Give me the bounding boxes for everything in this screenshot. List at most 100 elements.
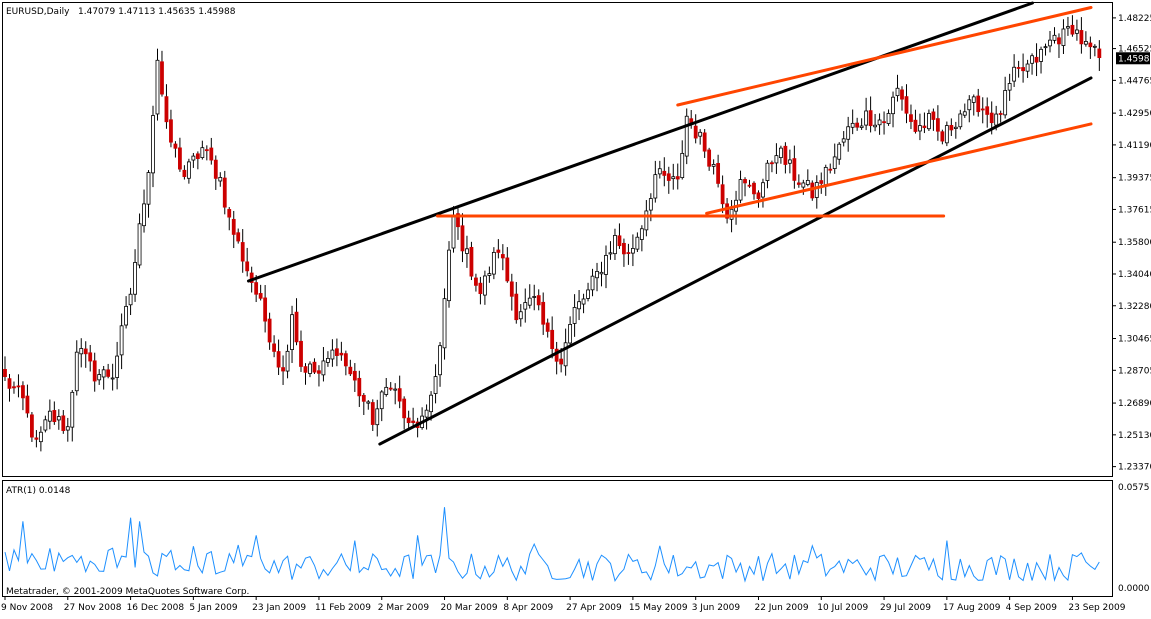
candle bbox=[83, 341, 88, 368]
candle bbox=[909, 104, 913, 130]
time-tick-label: 4 Sep 2009 bbox=[1006, 603, 1058, 613]
candle-body bbox=[88, 352, 93, 362]
candle bbox=[725, 198, 729, 224]
trendline-4[interactable] bbox=[676, 6, 1093, 107]
time-axis: 9 Nov 2008 27 Nov 2008 16 Dec 2008 5 Jan 20… bbox=[1, 596, 1126, 613]
candle-body bbox=[281, 367, 285, 372]
candle-body bbox=[61, 415, 66, 431]
candle-body bbox=[527, 297, 532, 306]
candle-body bbox=[303, 366, 308, 373]
candle bbox=[953, 121, 958, 139]
candle bbox=[545, 318, 550, 338]
candle bbox=[487, 266, 492, 283]
candle-body bbox=[343, 353, 348, 367]
candle-body bbox=[1052, 34, 1057, 41]
candle bbox=[12, 381, 16, 394]
time-tick-label: 2 Mar 2009 bbox=[378, 603, 430, 613]
candle bbox=[532, 284, 537, 311]
candle bbox=[756, 190, 761, 208]
candle bbox=[622, 238, 626, 267]
candle-body bbox=[195, 153, 200, 159]
candle bbox=[115, 341, 120, 390]
trendline-2[interactable] bbox=[378, 76, 1093, 446]
time-tick-label: 22 Jun 2009 bbox=[754, 603, 808, 613]
candle-body bbox=[716, 163, 721, 184]
candle bbox=[124, 296, 128, 329]
candle bbox=[16, 374, 21, 398]
candle-body bbox=[1057, 37, 1061, 45]
candle bbox=[1070, 15, 1075, 37]
candle-body bbox=[218, 177, 223, 182]
candle-body bbox=[65, 426, 70, 431]
candle-body bbox=[465, 248, 469, 254]
candle-body bbox=[509, 281, 514, 297]
time-tick-label: 15 May 2009 bbox=[629, 603, 688, 613]
candle bbox=[859, 118, 864, 130]
candle-body bbox=[308, 363, 312, 374]
candle bbox=[7, 374, 12, 402]
candle-body bbox=[290, 314, 294, 350]
candle bbox=[868, 96, 873, 133]
candle bbox=[222, 170, 227, 215]
candle bbox=[882, 111, 886, 135]
candle-body bbox=[770, 162, 774, 165]
candle-body bbox=[312, 361, 317, 373]
candle bbox=[913, 109, 918, 134]
candle bbox=[496, 239, 501, 259]
candle-body bbox=[626, 252, 631, 254]
candle bbox=[832, 143, 837, 174]
candle-body bbox=[868, 110, 873, 127]
candle-body bbox=[263, 297, 268, 322]
candle-body bbox=[12, 386, 16, 389]
candle bbox=[514, 282, 519, 324]
candle bbox=[281, 355, 285, 385]
candle bbox=[474, 273, 478, 292]
candle-body bbox=[909, 114, 913, 122]
candle-body bbox=[451, 215, 456, 249]
candle-body bbox=[478, 282, 483, 295]
trendlines[interactable] bbox=[246, 1, 1093, 446]
candle-body bbox=[299, 340, 303, 367]
time-tick-label: 23 Sep 2009 bbox=[1068, 603, 1125, 613]
candle bbox=[886, 109, 891, 126]
candle-body bbox=[1088, 42, 1093, 48]
candle bbox=[509, 273, 514, 311]
candle-body bbox=[231, 218, 236, 235]
candle bbox=[182, 165, 187, 180]
candle-body bbox=[191, 155, 196, 161]
candle bbox=[877, 113, 882, 135]
candle bbox=[657, 160, 662, 179]
candle bbox=[74, 340, 79, 396]
candle-body bbox=[25, 395, 30, 414]
candle-body bbox=[635, 236, 640, 250]
candle bbox=[303, 363, 308, 385]
candle bbox=[1007, 73, 1012, 101]
candle bbox=[774, 143, 779, 174]
candle-body bbox=[16, 385, 21, 388]
candle-body bbox=[743, 179, 747, 184]
candle-body bbox=[725, 203, 729, 219]
candle-body bbox=[1030, 55, 1034, 64]
candle-body bbox=[236, 232, 241, 242]
trendline-1[interactable] bbox=[246, 1, 1034, 283]
candle bbox=[698, 129, 703, 145]
candle bbox=[1079, 17, 1084, 54]
candle-body bbox=[904, 96, 909, 114]
candle bbox=[169, 109, 173, 148]
trendline-5[interactable] bbox=[705, 122, 1093, 215]
candle bbox=[429, 391, 433, 421]
candle bbox=[613, 228, 617, 260]
candle bbox=[379, 390, 384, 422]
candle-body bbox=[375, 408, 380, 426]
candle bbox=[30, 411, 34, 442]
candle bbox=[236, 228, 241, 244]
candle bbox=[541, 292, 546, 335]
candle bbox=[711, 159, 716, 175]
candle bbox=[213, 155, 218, 190]
candle bbox=[819, 172, 824, 194]
candle-body bbox=[729, 208, 734, 220]
candle-body bbox=[7, 378, 12, 389]
candle bbox=[792, 145, 797, 189]
